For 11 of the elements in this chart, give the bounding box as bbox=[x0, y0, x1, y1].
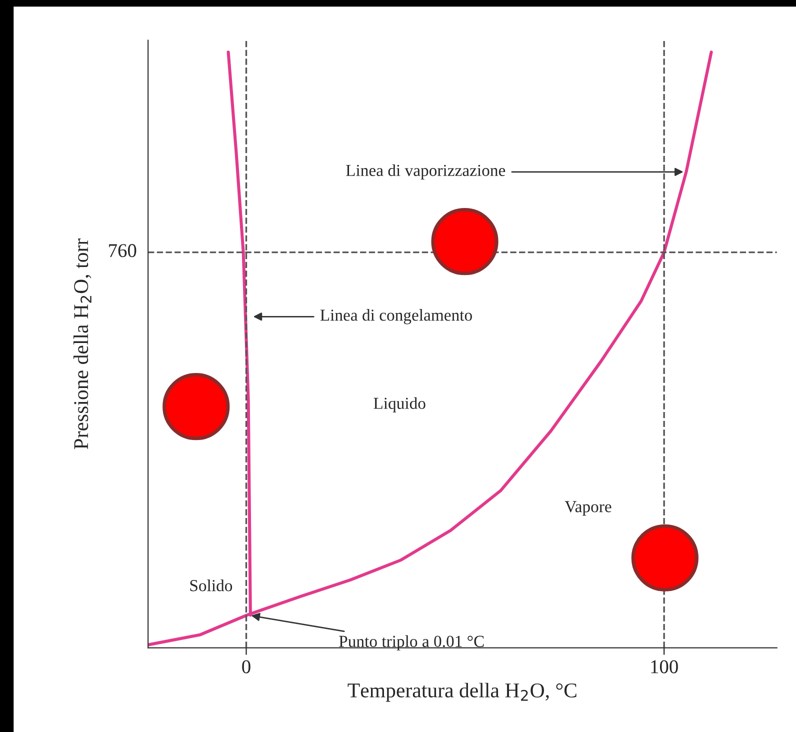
x-tick-label: 100 bbox=[651, 660, 678, 674]
x-tick-label: 0 bbox=[242, 660, 250, 674]
annotation: Solido bbox=[190, 580, 232, 592]
annotation: Linea di vaporizzazione bbox=[346, 164, 506, 180]
text: 760 bbox=[109, 244, 136, 258]
annotation: Vapore bbox=[564, 501, 612, 516]
x-axis-title: Temperatura della H$_{2}$O, °C bbox=[348, 682, 576, 702]
annotation: Liquido bbox=[374, 397, 426, 412]
annotation: Punto triplo a 0.01 °C bbox=[339, 635, 484, 650]
annotation: Linea di congelamento bbox=[320, 309, 472, 324]
y-axis-title: Pressione della H$_{2}$O, torr bbox=[73, 238, 92, 450]
